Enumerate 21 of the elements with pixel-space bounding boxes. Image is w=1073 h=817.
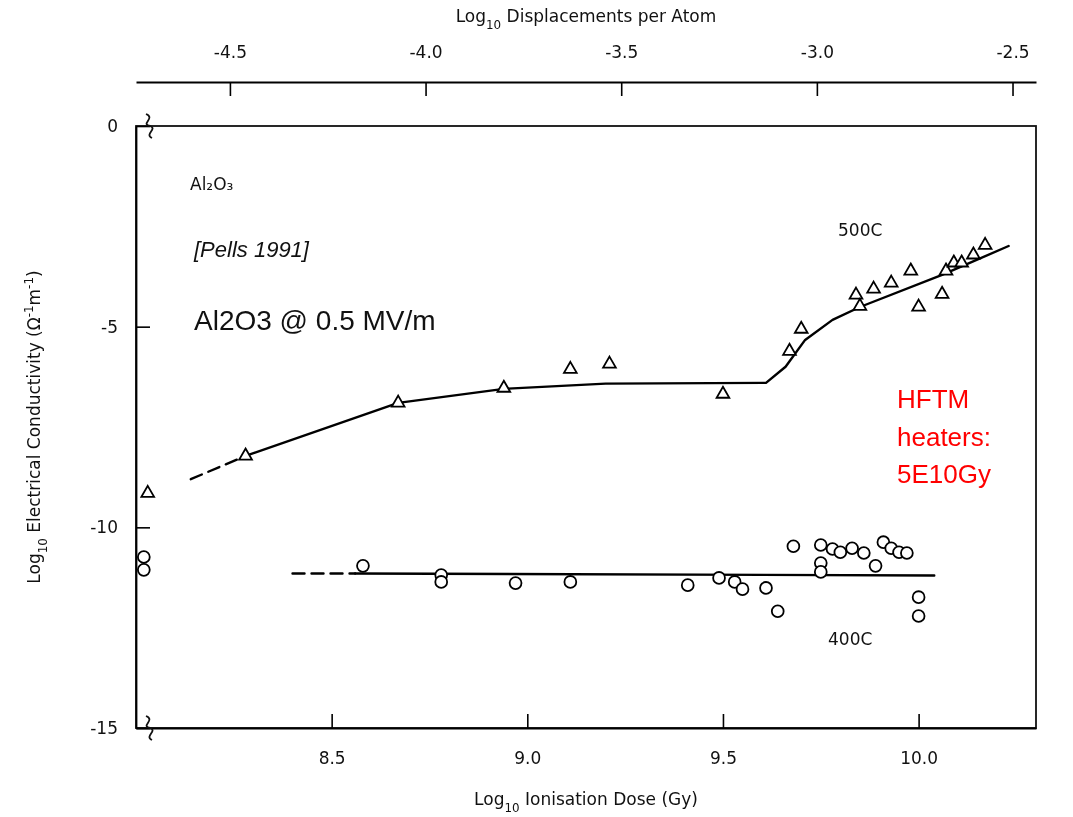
x-tick-label: 9.5: [709, 748, 737, 769]
y-tick-label: -5: [101, 316, 118, 337]
annotation: Al₂O₃: [190, 174, 234, 194]
x-tick-label: 8.5: [318, 748, 346, 769]
y-tick-label: -10: [90, 517, 118, 538]
y-tick-label: 0: [107, 115, 118, 136]
x-axis-title: Log$_{10}$ Ionisation Dose (Gy): [474, 789, 698, 815]
x-tick-label: 9.0: [514, 748, 542, 769]
annotation: [Pells 1991]: [193, 237, 310, 262]
annotation: HFTM heaters: 5E10Gy: [897, 384, 991, 490]
x2-tick-label: -3.5: [605, 42, 639, 62]
x2-tick-label: -2.5: [996, 42, 1030, 62]
annotation: Al2O3 @ 0.5 MV/m: [194, 305, 436, 336]
annotation: 500C: [838, 220, 883, 240]
x2-tick-label: -4.5: [213, 42, 247, 62]
x2-axis-title: Log$_{10}$ Displacements per Atom: [455, 6, 717, 32]
x2-tick-label: -4.0: [409, 42, 443, 62]
x2-tick-label: -3.0: [800, 42, 834, 62]
annotation: 400C: [828, 629, 873, 649]
x-tick-label: 10.0: [900, 748, 939, 769]
y-tick-label: -15: [90, 717, 118, 738]
